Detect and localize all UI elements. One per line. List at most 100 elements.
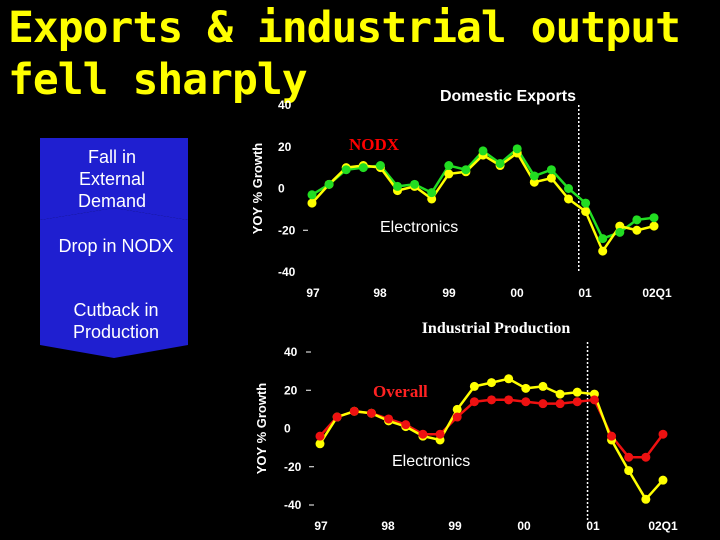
- step-label-cutback-production: Cutback in Production: [72, 300, 160, 342]
- step-arrow-3: [40, 282, 188, 358]
- exports-y-axis-label: YOY % Growth: [250, 143, 265, 235]
- exports-series-primary-point: [649, 213, 659, 223]
- industrial-series-primary-point: [555, 399, 565, 409]
- exports-series-electronics-point: [546, 173, 556, 183]
- industrial-x-tick-label: 00: [517, 519, 531, 533]
- exports-y-tick-label: 0: [278, 182, 285, 196]
- industrial-y-tick-label: -20: [284, 460, 302, 474]
- exports-series-primary-point: [546, 165, 556, 175]
- industrial-series-electronics-point: [555, 389, 565, 399]
- exports-series-primary-point: [358, 163, 368, 173]
- exports-series-primary-point: [632, 215, 642, 225]
- exports-x-tick-label: 97: [306, 286, 320, 300]
- industrial-x-tick-label: 98: [381, 519, 395, 533]
- industrial-series-electronics-point: [521, 383, 531, 393]
- industrial-y-axis-label: YOY % Growth: [254, 383, 269, 475]
- industrial-series-primary-line: [319, 398, 665, 459]
- industrial-series-primary-point: [401, 420, 411, 430]
- industrial-series-primary-point: [521, 397, 531, 407]
- step-arrow-2: [40, 208, 188, 282]
- exports-series-primary-point: [564, 184, 573, 193]
- process-arrows: [40, 138, 188, 358]
- exports-series-primary-point: [375, 161, 385, 171]
- industrial-series-primary-point: [589, 395, 599, 405]
- exports-series-primary-point: [410, 179, 420, 189]
- exports-series-electronics-point: [615, 221, 625, 231]
- exports-x-tick-label: 00: [510, 286, 524, 300]
- exports-series-primary-point: [581, 198, 591, 208]
- exports-x-tick-label: 01: [578, 286, 592, 300]
- industrial-series-electronics-point: [572, 387, 582, 397]
- exports-y-tick-label: 40: [278, 98, 292, 112]
- industrial-y-tick-label: 40: [284, 345, 298, 359]
- industrial-y-tick-label: 0: [284, 422, 291, 436]
- exports-chart-title: Domestic Exports: [440, 88, 576, 105]
- industrial-series-primary-point: [607, 431, 617, 441]
- industrial-series-primary-point: [624, 452, 634, 462]
- exports-series-primary-point: [307, 190, 317, 200]
- exports-y-tick-label: 20: [278, 140, 292, 154]
- industrial-series-primary-point: [315, 431, 325, 441]
- exports-annotation-primary: NODX: [349, 135, 400, 154]
- industrial-series-primary-point: [641, 452, 651, 462]
- exports-series-primary-point: [393, 181, 402, 191]
- exports-series-primary-point: [427, 188, 437, 198]
- exports-series-electronics-point: [444, 169, 454, 179]
- industrial-series-primary-point: [418, 429, 428, 439]
- exports-x-tick-label: 02Q1: [642, 286, 672, 300]
- exports-series-primary-point: [495, 158, 505, 168]
- industrial-y-tick-label: -40: [284, 498, 302, 512]
- industrial-series-electronics-point: [538, 381, 548, 391]
- industrial-chart-title: Industrial Production: [422, 320, 571, 337]
- industrial-series-electronics-point: [504, 374, 514, 384]
- industrial-series-primary-point: [658, 429, 668, 439]
- exports-series-primary-point: [444, 161, 454, 171]
- exports-series-electronics-point: [529, 177, 539, 187]
- slide-title: Exports & industrial output fell sharply: [8, 3, 681, 105]
- exports-y-tick-label: -40: [278, 265, 296, 279]
- step-arrow-1: [40, 138, 188, 220]
- exports-series-electronics-point: [632, 225, 642, 235]
- exports-y-tick-label: -20: [278, 223, 296, 237]
- exports-series-electronics-point: [581, 206, 591, 216]
- industrial-series-primary-point: [452, 412, 462, 422]
- industrial-series-electronics-point: [624, 466, 634, 476]
- step-label-drop-nodx: Drop in NODX: [58, 236, 174, 256]
- industrial-series-primary-point: [332, 412, 342, 422]
- exports-x-tick-label: 98: [373, 286, 387, 300]
- industrial-series-primary-point: [504, 395, 514, 405]
- industrial-series-primary-point: [349, 406, 359, 416]
- industrial-annotation-electronics: Electronics: [392, 453, 470, 470]
- industrial-series-primary-point: [572, 397, 582, 407]
- industrial-series-electronics-point: [469, 381, 479, 391]
- industrial-series-primary-point: [435, 429, 445, 439]
- exports-x-tick-label: 99: [442, 286, 456, 300]
- industrial-series-primary-point: [384, 414, 394, 424]
- exports-series-electronics-point: [427, 194, 437, 204]
- industrial-x-tick-label: 97: [314, 519, 328, 533]
- industrial-series-primary-point: [538, 399, 548, 409]
- industrial-x-tick-label: 99: [448, 519, 462, 533]
- industrial-x-tick-label: 02Q1: [648, 519, 678, 533]
- industrial-series-primary-point: [469, 397, 479, 407]
- industrial-x-tick-label: 01: [586, 519, 600, 533]
- industrial-annotation-primary: Overall: [373, 382, 428, 401]
- exports-series-primary-point: [512, 144, 522, 154]
- industrial-series-electronics-point: [487, 378, 496, 388]
- exports-series-primary-point: [324, 179, 334, 189]
- exports-series-electronics-point: [564, 194, 573, 204]
- industrial-series-electronics-point: [315, 439, 325, 449]
- industrial-series-electronics-point: [641, 494, 651, 504]
- exports-series-electronics-point: [598, 246, 608, 256]
- exports-series-primary-point: [615, 227, 625, 237]
- exports-series-primary-point: [461, 165, 471, 175]
- industrial-series-primary-point: [366, 408, 376, 418]
- step-label-external-demand: Fall in External Demand: [77, 147, 147, 211]
- industrial-y-tick-label: 20: [284, 383, 298, 397]
- exports-series-electronics-point: [307, 198, 317, 208]
- exports-series-primary-point: [478, 146, 488, 156]
- exports-series-primary-point: [529, 171, 539, 181]
- exports-series-primary-point: [598, 234, 608, 244]
- industrial-series-electronics-point: [658, 475, 668, 485]
